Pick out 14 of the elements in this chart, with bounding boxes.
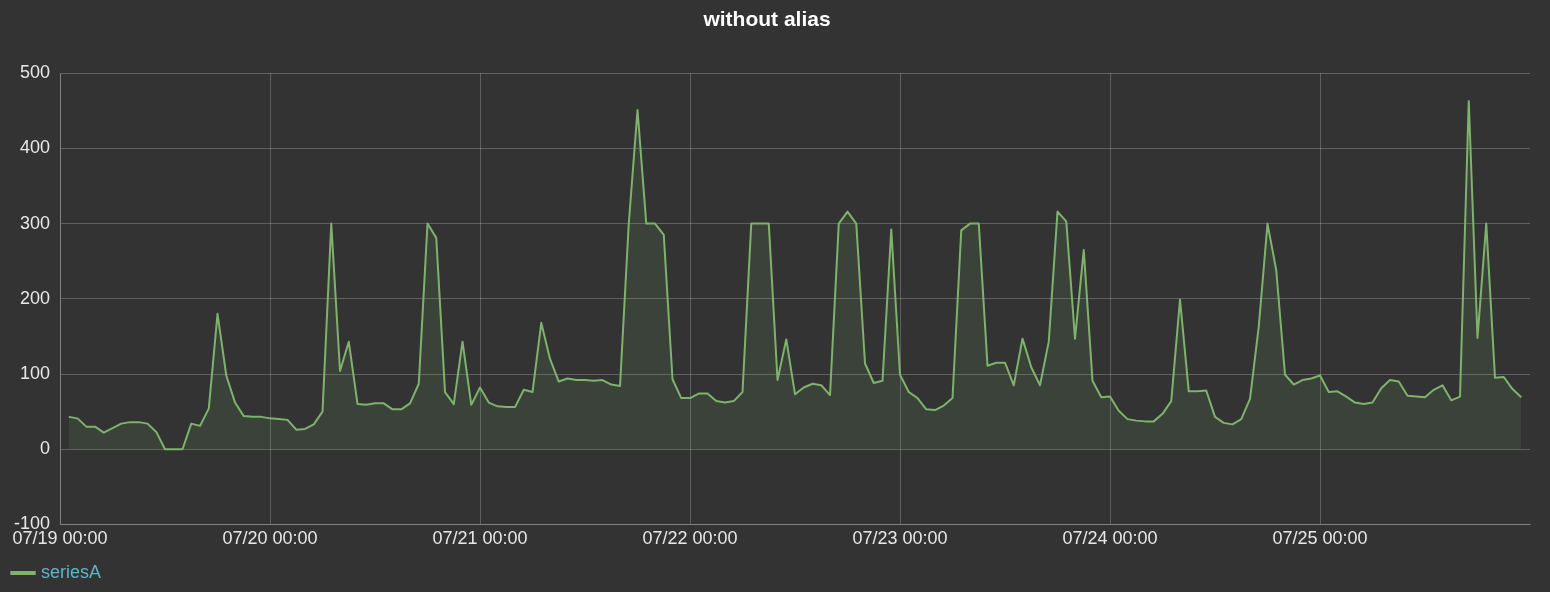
y-tick-label: 300 [19,212,51,233]
y-tick-label: 200 [19,287,51,308]
y-tick-label: 500 [19,62,51,83]
y-tick-label: 0 [40,438,51,459]
y-tick-label: 100 [19,362,51,383]
x-tick-label: 07/21 00:00 [432,528,528,549]
chart-title: without alias [702,7,831,31]
x-tick-label: 07/20 00:00 [222,528,318,549]
x-tick-label: 07/24 00:00 [1062,528,1158,549]
x-tick-label: 07/25 00:00 [1272,528,1368,549]
legend-label: seriesA [41,561,102,582]
y-tick-label: 400 [19,137,51,158]
x-tick-label: 07/23 00:00 [852,528,948,549]
x-tick-label: 07/22 00:00 [642,528,738,549]
